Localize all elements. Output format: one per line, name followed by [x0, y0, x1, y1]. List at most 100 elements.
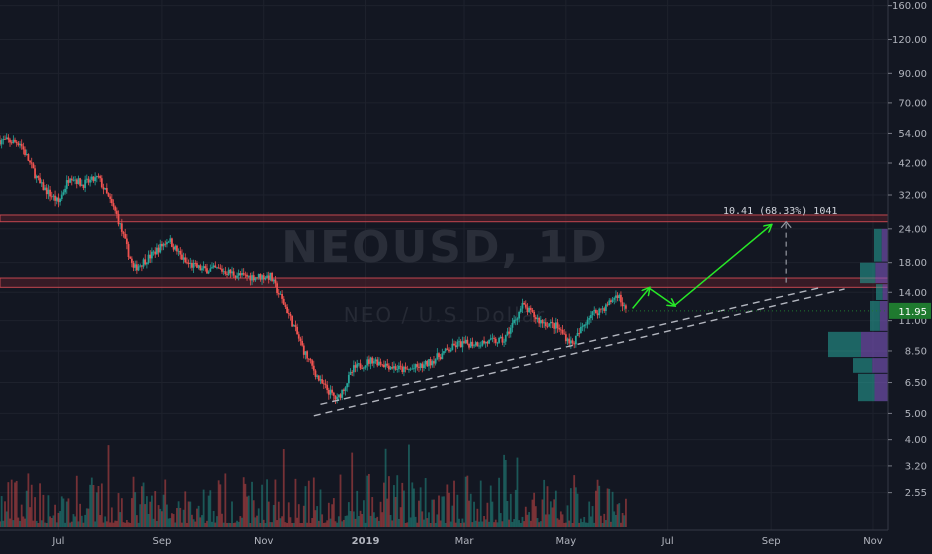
candle-body — [396, 369, 399, 370]
volume-bar — [309, 522, 312, 527]
candle-body — [249, 275, 252, 281]
volume-bar — [70, 521, 73, 527]
candle-body — [316, 375, 319, 377]
candle-body — [324, 383, 327, 385]
candle-body — [528, 307, 531, 312]
candle-body — [501, 336, 504, 343]
volume-bar — [344, 515, 347, 527]
candle-body — [424, 360, 427, 365]
candle-body — [409, 368, 412, 370]
volume-bar — [456, 494, 459, 527]
volume-bar — [271, 522, 273, 527]
projection-arrow — [648, 287, 674, 305]
candle-body — [600, 308, 602, 310]
volume-bar — [109, 522, 112, 527]
candle-body — [511, 322, 514, 328]
candle-body — [566, 338, 569, 342]
volume-bar — [621, 512, 624, 527]
volume-profile-up — [860, 262, 876, 284]
candle-body — [434, 359, 437, 364]
volume-bar — [568, 520, 571, 527]
volume-bar — [501, 521, 504, 527]
volume-bar — [459, 522, 462, 527]
volume-bar — [518, 520, 521, 527]
volume-bar — [403, 490, 405, 527]
volume-bar — [549, 501, 552, 527]
volume-bar — [494, 519, 497, 527]
volume-bar — [156, 520, 158, 527]
candle-body — [469, 341, 472, 348]
candle-body — [493, 337, 495, 339]
volume-bar — [311, 518, 314, 527]
volume-bar — [389, 514, 392, 527]
volume-bar — [376, 516, 379, 527]
volume-bar — [603, 513, 606, 527]
candle-body — [139, 265, 142, 267]
volume-profile-down — [874, 373, 888, 402]
volume-bar — [371, 497, 374, 527]
candle-body — [72, 180, 75, 181]
candle-body — [408, 369, 410, 371]
candle-body — [589, 315, 592, 319]
projection-arrow — [632, 288, 650, 309]
volume-bar — [513, 519, 516, 527]
candle-body — [533, 311, 536, 318]
candle-body — [107, 193, 110, 197]
candle-body — [65, 180, 68, 189]
candle-body — [4, 139, 6, 140]
volume-bar — [564, 522, 567, 527]
candle-body — [571, 340, 574, 344]
candle-body — [503, 341, 505, 343]
candle-body — [394, 366, 397, 370]
candle-body — [307, 358, 310, 360]
time-tick-label: Jul — [51, 536, 64, 547]
volume-bar — [596, 479, 599, 527]
volume-bar — [504, 459, 507, 527]
volume-bar — [99, 515, 102, 527]
volume-bar — [94, 521, 97, 527]
candle-body — [231, 271, 233, 274]
volume-profile-down — [872, 358, 888, 373]
volume-bar — [381, 512, 384, 527]
volume-bar — [62, 498, 65, 527]
candle-body — [374, 359, 377, 362]
price-tick-label: 42.00 — [898, 158, 927, 169]
volume-bar — [216, 516, 218, 527]
volume-bar — [87, 508, 90, 527]
time-tick-label: Mar — [455, 536, 475, 547]
candle-body — [157, 247, 160, 253]
volume-bar — [2, 520, 5, 527]
volume-bar — [251, 481, 253, 527]
volume-bar — [259, 522, 262, 527]
volume-bar — [292, 522, 295, 527]
volume-bar — [231, 501, 233, 527]
candle-body — [471, 341, 474, 347]
volume-bar — [119, 512, 122, 527]
volume-bar — [247, 495, 250, 527]
candle-body — [110, 198, 113, 204]
volume-bar — [137, 522, 140, 527]
volume-bar — [176, 508, 178, 527]
candle-body — [207, 271, 210, 274]
volume-bar — [196, 508, 198, 527]
candle-body — [584, 324, 587, 326]
candle-body — [610, 300, 612, 302]
watermark-symbol: NEOUSD, 1D — [281, 222, 608, 273]
candle-body — [321, 379, 324, 384]
volume-bar — [169, 518, 172, 527]
candle-body — [381, 364, 384, 366]
candle-body — [241, 272, 243, 276]
volume-bar — [319, 489, 322, 527]
volume-bar — [473, 501, 475, 527]
candle-body — [416, 364, 419, 367]
volume-profile-up — [858, 373, 875, 402]
candle-body — [19, 143, 21, 146]
candle-body — [344, 387, 347, 391]
volume-bar — [159, 508, 162, 527]
volume-bar — [331, 504, 334, 527]
volume-bar — [112, 522, 115, 527]
volume-bar — [9, 518, 11, 527]
candle-body — [29, 160, 31, 163]
